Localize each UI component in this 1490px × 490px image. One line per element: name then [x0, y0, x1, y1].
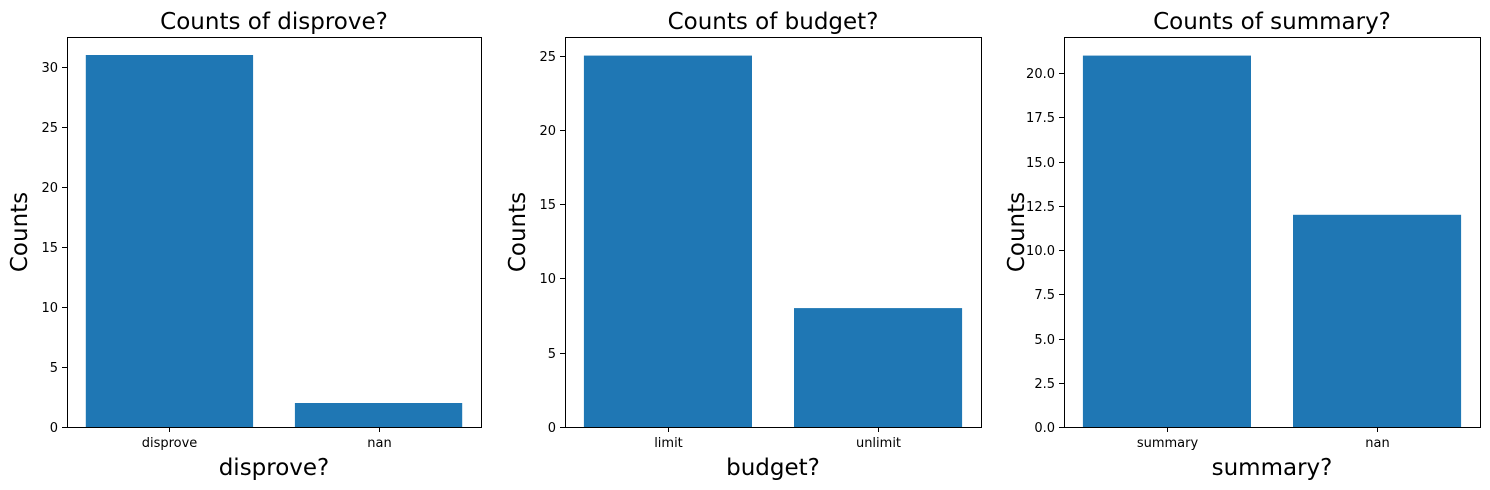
chart-1-ytick-label: 30 — [41, 61, 58, 76]
chart-3-ytick-label: 20.0 — [1026, 67, 1055, 82]
chart-3-ytick-label: 17.5 — [1026, 111, 1055, 126]
chart-3-title: Counts of summary? — [1153, 9, 1391, 35]
chart-1-ytick-label: 10 — [41, 301, 58, 316]
chart-2-ylabel: Counts — [505, 192, 531, 272]
chart-1-xtick-label: disprove — [142, 436, 198, 451]
chart-2: 0 5 10 15 20 25 limit unlimit Counts of budget? b… — [505, 9, 982, 481]
chart-3-xtick-label: nan — [1365, 436, 1389, 451]
chart-2-ytick-label: 25 — [539, 50, 556, 65]
chart-2-xtick-label: limit — [654, 436, 683, 451]
chart-1-title: Counts of disprove? — [160, 9, 388, 35]
chart-3-bar-summary — [1082, 55, 1251, 427]
chart-1-xlabel: disprove? — [219, 455, 330, 481]
chart-2-xlabel: budget? — [726, 455, 820, 481]
chart-1-xtick-label: nan — [367, 436, 391, 451]
chart-3-ytick-label: 10.0 — [1026, 244, 1055, 259]
chart-3-ytick-label: 0.0 — [1034, 421, 1055, 436]
chart-3-ytick-label: 12.5 — [1026, 200, 1055, 215]
chart-1-ytick-label: 5 — [50, 361, 58, 376]
chart-2-xtick-label: unlimit — [856, 436, 901, 451]
chart-2-ytick-label: 15 — [539, 198, 556, 213]
chart-1-frame — [67, 37, 482, 428]
chart-1-bar-disprove — [85, 55, 254, 427]
chart-2-ytick-label: 5 — [548, 347, 556, 362]
chart-2-ytick-label: 10 — [539, 272, 556, 287]
chart-2-title: Counts of budget? — [668, 9, 879, 35]
chart-3-ytick-label: 5.0 — [1034, 333, 1055, 348]
chart-3-ytick-label: 15.0 — [1026, 156, 1055, 171]
chart-2-bar-unlimit — [794, 308, 963, 427]
chart-3-frame — [1064, 37, 1481, 428]
chart-3: 0.0 2.5 5.0 7.5 10.0 12.5 15.0 17.5 20.0 summary n… — [1004, 9, 1481, 481]
chart-1-ytick-label: 15 — [41, 241, 58, 256]
chart-3-ylabel: Counts — [1004, 192, 1030, 272]
chart-2-bar-limit — [583, 55, 752, 427]
chart-1: 0 5 10 15 20 25 30 disprove nan Counts of disprov… — [7, 9, 482, 481]
chart-3-ytick-label: 7.5 — [1034, 288, 1055, 303]
chart-3-xtick-label: summary — [1137, 436, 1199, 451]
chart-3-ytick-label: 2.5 — [1034, 377, 1055, 392]
chart-1-ytick-label: 25 — [41, 121, 58, 136]
chart-2-frame — [565, 37, 982, 428]
chart-2-ytick-label: 0 — [548, 421, 556, 436]
chart-1-ytick-label: 20 — [41, 181, 58, 196]
chart-1-bar-nan — [294, 403, 463, 427]
chart-3-xlabel: summary? — [1212, 455, 1333, 481]
chart-1-ylabel: Counts — [7, 192, 33, 272]
chart-3-bar-nan — [1293, 214, 1462, 427]
chart-2-ytick-label: 20 — [539, 124, 556, 139]
chart-1-ytick-label: 0 — [50, 421, 58, 436]
